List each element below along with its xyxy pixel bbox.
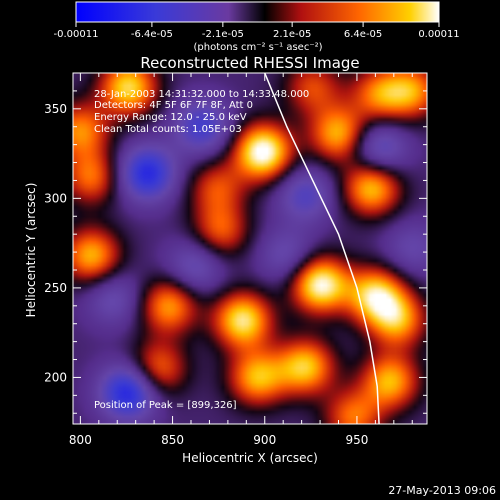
plot-frame xyxy=(72,72,428,425)
solar-limb-line xyxy=(264,73,380,424)
colorbar-tick-label: -6.4e-05 xyxy=(131,29,173,40)
y-axis-label: Heliocentric Y (arcsec) xyxy=(24,183,38,318)
y-tick-label: 250 xyxy=(44,281,67,295)
x-tick-label: 850 xyxy=(161,433,184,447)
colorbar-tick-label: -2.1e-05 xyxy=(202,29,244,40)
colorbar-units: (photons cm⁻² s⁻¹ asec⁻²) xyxy=(193,42,322,53)
colorbar-tick-label: 0.00011 xyxy=(418,29,459,40)
heatmap-image xyxy=(73,73,427,424)
colorbar-tick-label: 2.1e-05 xyxy=(273,29,311,40)
y-tick-label: 200 xyxy=(44,370,67,384)
chart-title: Reconstructed RHESSI Image xyxy=(140,54,359,72)
x-tick-label: 950 xyxy=(345,433,368,447)
colorbar-ticks: -0.00011 -6.4e-05 -2.1e-05 2.1e-05 6.4e-05 0.… xyxy=(54,22,460,40)
annotation-peak: Position of Peak = [899,326] xyxy=(94,400,237,411)
x-axis-label: Heliocentric X (arcsec) xyxy=(182,451,318,465)
colorbar xyxy=(75,1,440,23)
annotation-counts: Clean Total counts: 1.05E+03 xyxy=(94,124,242,135)
annotation-energy: Energy Range: 12.0 - 25.0 keV xyxy=(94,112,247,123)
annotation-detectors: Detectors: 4F 5F 6F 7F 8F, Att 0 xyxy=(94,100,253,111)
colorbar-tick-label: -0.00011 xyxy=(54,29,99,40)
x-axis-ticks: 800 850 900 950 xyxy=(69,73,413,447)
annotation-time: 28-Jan-2003 14:31:32.000 to 14:33:48.000 xyxy=(94,89,309,100)
colorbar-tick-label: 6.4e-05 xyxy=(344,29,382,40)
x-tick-label: 900 xyxy=(253,433,276,447)
y-tick-label: 300 xyxy=(44,191,67,205)
footer-date: 27-May-2013 09:06 xyxy=(388,484,496,497)
x-tick-label: 800 xyxy=(69,433,92,447)
y-tick-label: 350 xyxy=(44,102,67,116)
y-axis-ticks: 200 250 300 350 xyxy=(44,72,427,414)
